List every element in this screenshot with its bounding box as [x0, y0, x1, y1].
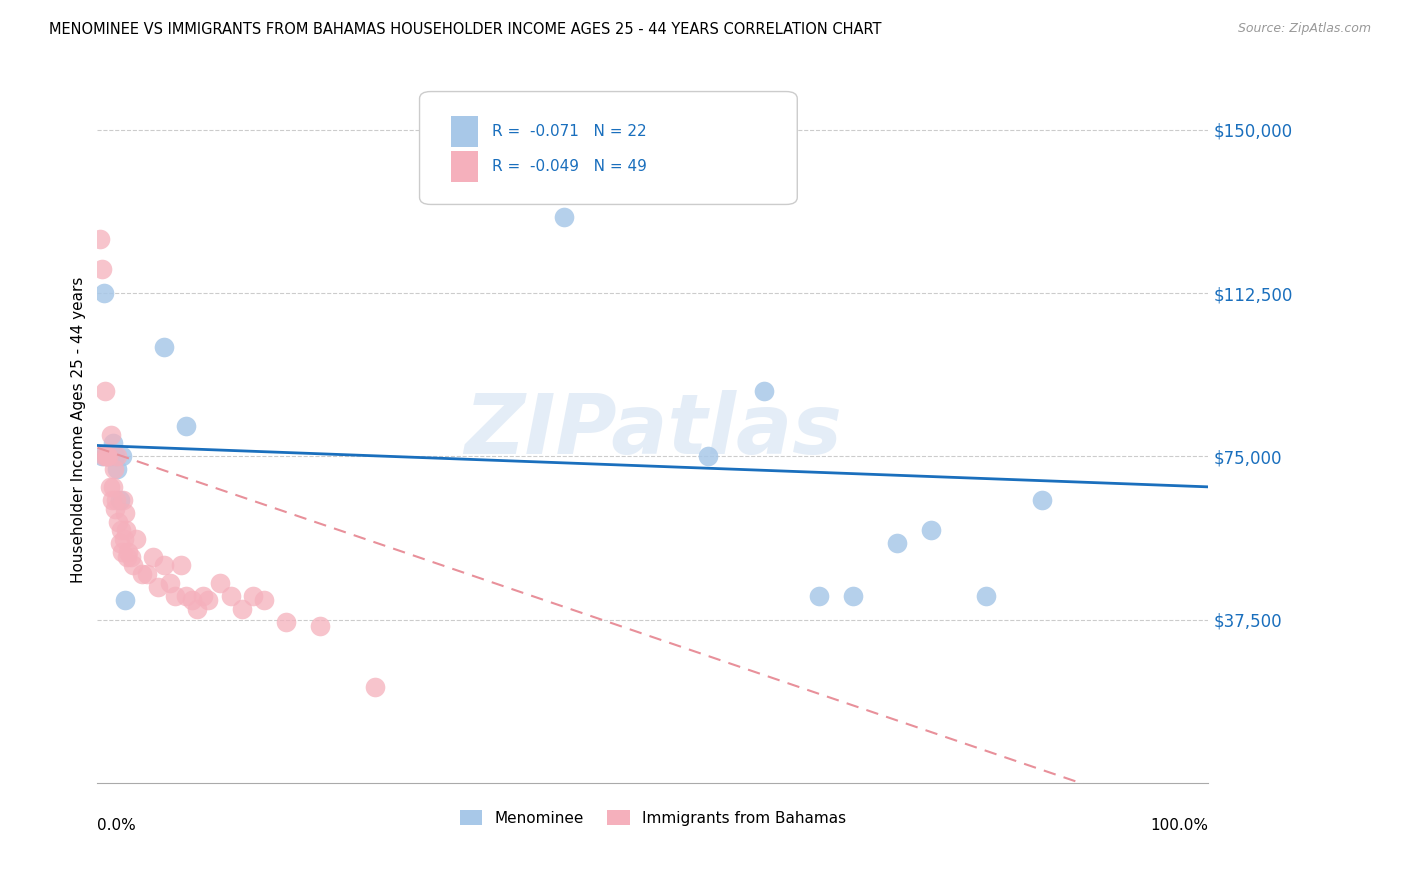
Point: [159, 575, 181, 590]
Point: [974, 589, 997, 603]
Text: 0.0%: 0.0%: [97, 818, 136, 833]
Point: [153, 558, 176, 573]
Point: [174, 589, 197, 603]
Point: [191, 589, 214, 603]
Point: [105, 492, 128, 507]
Point: [94, 384, 117, 398]
Point: [101, 436, 124, 450]
Point: [131, 566, 153, 581]
Point: [104, 501, 127, 516]
Point: [886, 536, 908, 550]
Point: [253, 593, 276, 607]
Text: R =  -0.049   N = 49: R = -0.049 N = 49: [492, 159, 647, 174]
Point: [808, 589, 831, 603]
Point: [219, 589, 242, 603]
FancyBboxPatch shape: [419, 92, 797, 204]
Point: [208, 575, 231, 590]
Point: [111, 450, 134, 464]
Text: 100.0%: 100.0%: [1150, 818, 1208, 833]
Point: [93, 286, 115, 301]
Point: [111, 492, 134, 507]
Text: Source: ZipAtlas.com: Source: ZipAtlas.com: [1237, 22, 1371, 36]
Point: [197, 593, 219, 607]
Point: [553, 210, 575, 224]
Point: [186, 602, 208, 616]
Point: [165, 589, 187, 603]
Point: [125, 532, 148, 546]
Point: [101, 492, 124, 507]
Point: [97, 450, 120, 464]
Point: [174, 418, 197, 433]
Point: [100, 427, 122, 442]
Point: [96, 450, 118, 464]
Point: [93, 450, 115, 464]
Point: [101, 480, 124, 494]
Y-axis label: Householder Income Ages 25 - 44 years: Householder Income Ages 25 - 44 years: [72, 277, 86, 583]
Point: [153, 341, 176, 355]
FancyBboxPatch shape: [451, 116, 478, 147]
Point: [108, 492, 131, 507]
Point: [97, 450, 120, 464]
Point: [276, 615, 298, 629]
Point: [100, 450, 122, 464]
Point: [107, 515, 129, 529]
Text: MENOMINEE VS IMMIGRANTS FROM BAHAMAS HOUSEHOLDER INCOME AGES 25 - 44 YEARS CORRE: MENOMINEE VS IMMIGRANTS FROM BAHAMAS HOU…: [49, 22, 882, 37]
Point: [115, 524, 138, 538]
Point: [117, 549, 139, 564]
Point: [114, 593, 136, 607]
Point: [96, 450, 118, 464]
Point: [148, 580, 170, 594]
Point: [170, 558, 193, 573]
Point: [231, 602, 253, 616]
Point: [89, 231, 111, 245]
Point: [110, 524, 132, 538]
Point: [112, 532, 135, 546]
Point: [180, 593, 202, 607]
Point: [108, 536, 131, 550]
Point: [122, 558, 145, 573]
Point: [96, 450, 118, 464]
Point: [697, 450, 720, 464]
FancyBboxPatch shape: [451, 151, 478, 182]
Point: [90, 450, 112, 464]
Text: ZIPatlas: ZIPatlas: [464, 390, 842, 471]
Point: [117, 545, 139, 559]
Point: [105, 462, 128, 476]
Point: [105, 450, 128, 464]
Point: [308, 619, 330, 633]
Point: [120, 549, 142, 564]
Text: R =  -0.071   N = 22: R = -0.071 N = 22: [492, 124, 647, 139]
Point: [842, 589, 865, 603]
Point: [111, 545, 134, 559]
Point: [920, 524, 942, 538]
Legend: Menominee, Immigrants from Bahamas: Menominee, Immigrants from Bahamas: [453, 804, 852, 832]
Point: [752, 384, 775, 398]
Point: [103, 462, 125, 476]
Point: [114, 506, 136, 520]
Point: [90, 262, 112, 277]
Point: [98, 480, 121, 494]
Point: [1031, 492, 1053, 507]
Point: [104, 450, 127, 464]
Point: [364, 680, 387, 694]
Point: [242, 589, 264, 603]
Point: [136, 566, 159, 581]
Point: [142, 549, 165, 564]
